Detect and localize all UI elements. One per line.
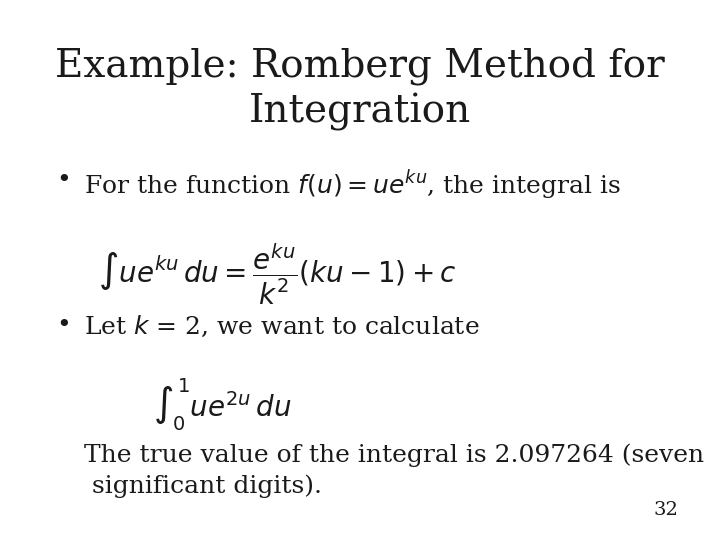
Text: For the function $f(u) = ue^{ku}$, the integral is: For the function $f(u) = ue^{ku}$, the i… [84,169,621,202]
Text: $\int u e^{ku}\,du = \dfrac{e^{ku}}{k^2}(ku - 1) + c$: $\int u e^{ku}\,du = \dfrac{e^{ku}}{k^2}… [98,241,456,307]
Text: Example: Romberg Method for
Integration: Example: Romberg Method for Integration [55,47,665,131]
Text: $\int_0^1 u e^{2u}\,du$: $\int_0^1 u e^{2u}\,du$ [153,376,291,433]
Text: 32: 32 [653,501,678,519]
Text: Let $k$ = 2, we want to calculate: Let $k$ = 2, we want to calculate [84,314,479,339]
Text: The true value of the integral is 2.097264 (seven
 significant digits).: The true value of the integral is 2.0972… [84,444,703,498]
Text: •: • [56,169,71,192]
Text: •: • [56,314,71,337]
